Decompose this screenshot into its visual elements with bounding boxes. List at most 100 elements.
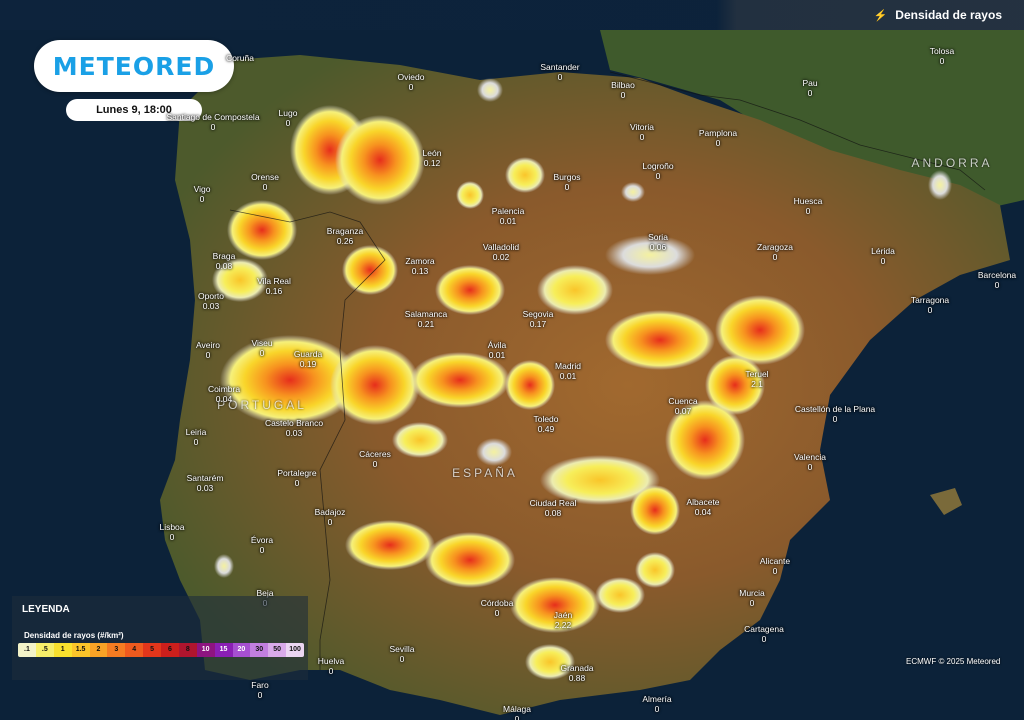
city-label[interactable]: Málaga 0 [503,704,531,720]
storm-cell [477,78,503,102]
city-name: Almería [642,694,672,704]
city-name: Bilbao [611,80,635,90]
city-value: 0.07 [674,406,692,416]
city-label[interactable]: Guarda 0.19 [294,349,322,369]
city-value: 0 [620,90,626,100]
city-label[interactable]: Santarém 0.03 [187,473,224,493]
city-value: 0.03 [285,428,303,438]
city-label[interactable]: Toledo 0.49 [533,414,558,434]
city-label[interactable]: Huelva 0 [318,656,344,676]
city-label[interactable]: León 0.12 [423,148,442,168]
city-name: Zaragoza [757,242,793,252]
city-label[interactable]: Vitoria 0 [630,122,654,142]
city-label[interactable]: Zaragoza 0 [757,242,793,262]
date-label[interactable]: Lunes 9, 18:00 [66,99,202,121]
legend-stop: 1 [53,643,72,657]
city-label[interactable]: Zamora 0.13 [405,256,434,276]
top-bar [0,0,1024,30]
city-name: Tarragona [910,295,950,305]
legend-stop: 50 [268,643,287,657]
city-label[interactable]: Coimbra 0.04 [208,384,240,404]
city-label[interactable]: Palencia 0.01 [492,206,525,226]
storm-cell [705,355,765,415]
legend-stop: .1 [18,643,36,657]
storm-cell [928,170,952,200]
city-label[interactable]: Burgos 0 [554,172,581,192]
city-label[interactable]: Valladolid 0.02 [483,242,519,262]
city-label[interactable]: Vigo 0 [194,184,211,204]
city-value: 0.08 [215,261,233,271]
city-label[interactable]: Huesca 0 [794,196,823,216]
city-value: 0 [805,206,811,216]
city-label[interactable]: Almería 0 [642,694,671,714]
city-label[interactable]: Valencia 0 [794,452,826,472]
city-name: Coruña [226,53,254,63]
city-label[interactable]: Évora 0 [251,535,273,555]
city-label[interactable]: Ciudad Real 0.08 [530,498,577,518]
city-label[interactable]: Cartagena 0 [744,624,784,644]
city-name: Madrid [555,361,581,371]
city-label[interactable]: Jaén 2.22 [554,610,572,630]
city-name: Toledo [533,414,559,424]
city-label[interactable]: Ávila 0.01 [488,340,506,360]
city-label[interactable]: Soria 0.06 [648,232,668,252]
city-label[interactable]: Granada 0.88 [560,663,593,683]
city-name: Segovia [522,309,554,319]
city-label[interactable]: Portalegre 0 [277,468,316,488]
city-label[interactable]: Salamanca 0.21 [405,309,448,329]
city-label[interactable]: Sevilla 0 [389,644,414,664]
city-label[interactable]: Lisboa 0 [159,522,184,542]
city-label[interactable]: Leiria 0 [186,427,207,447]
city-label[interactable]: Pau 0 [802,78,817,98]
city-label[interactable]: Viseu 0 [251,338,272,358]
city-name: Portalegre [277,468,317,478]
city-label[interactable]: Oviedo 0 [398,72,425,92]
city-label[interactable]: Tarragona 0 [911,295,949,315]
city-label[interactable]: Murcia 0 [739,588,765,608]
city-name: Alicante [759,556,791,566]
city-label[interactable]: Castellón de la Plana 0 [795,404,875,424]
storm-cell [665,400,745,480]
city-label[interactable]: Lugo 0 [279,108,298,128]
city-label[interactable]: Coruña [226,53,254,63]
city-label[interactable]: Segovia 0.17 [523,309,554,329]
city-label[interactable]: Oporto 0.03 [198,291,224,311]
borders [229,71,986,670]
city-name: Valladolid [482,242,520,252]
city-label[interactable]: Teruel 2.1 [745,369,768,389]
city-label[interactable]: Córdoba 0 [481,598,514,618]
city-name: León [422,148,442,158]
city-label[interactable]: Braganza 0.26 [327,226,363,246]
city-value: 0 [880,256,886,266]
city-label[interactable]: Bilbao 0 [611,80,635,100]
storm-cell [715,295,805,365]
city-name: Lérida [871,246,895,256]
city-label[interactable]: Alicante 0 [760,556,790,576]
city-label[interactable]: Lérida 0 [871,246,895,266]
city-name: Málaga [503,704,531,714]
city-label[interactable]: Badajoz 0 [315,507,346,527]
city-label[interactable]: Tolosa 0 [930,46,955,66]
city-label[interactable]: Logroño 0 [642,161,673,181]
city-label[interactable]: Barcelona 0 [978,270,1016,290]
city-label[interactable]: Santander 0 [540,62,579,82]
city-name: Salamanca [404,309,448,319]
city-label[interactable]: Braga 0.08 [213,251,236,271]
city-label[interactable]: Faro 0 [251,680,268,700]
city-label[interactable]: Pamplona 0 [699,128,737,148]
city-value: 0 [193,437,199,447]
city-label[interactable]: Cáceres 0 [359,449,391,469]
city-label[interactable]: Vila Real 0.16 [257,276,291,296]
city-label[interactable]: Orense 0 [251,172,279,192]
city-name: Huelva [317,656,345,666]
city-label[interactable]: Aveiro 0 [196,340,220,360]
layer-title[interactable]: ⚡ Densidad de rayos [874,8,1002,22]
city-value: 0 [654,704,660,714]
city-label[interactable]: Cuenca 0.07 [668,396,697,416]
city-label[interactable]: Castelo Branco 0.03 [265,418,323,438]
city-label[interactable]: Madrid 0.01 [555,361,581,381]
city-label[interactable]: Santiago de Compostela 0 [166,112,259,132]
meteored-logo[interactable]: METEORED [34,40,234,92]
city-label[interactable]: Albacete 0.04 [686,497,719,517]
city-value: 0 [772,566,778,576]
